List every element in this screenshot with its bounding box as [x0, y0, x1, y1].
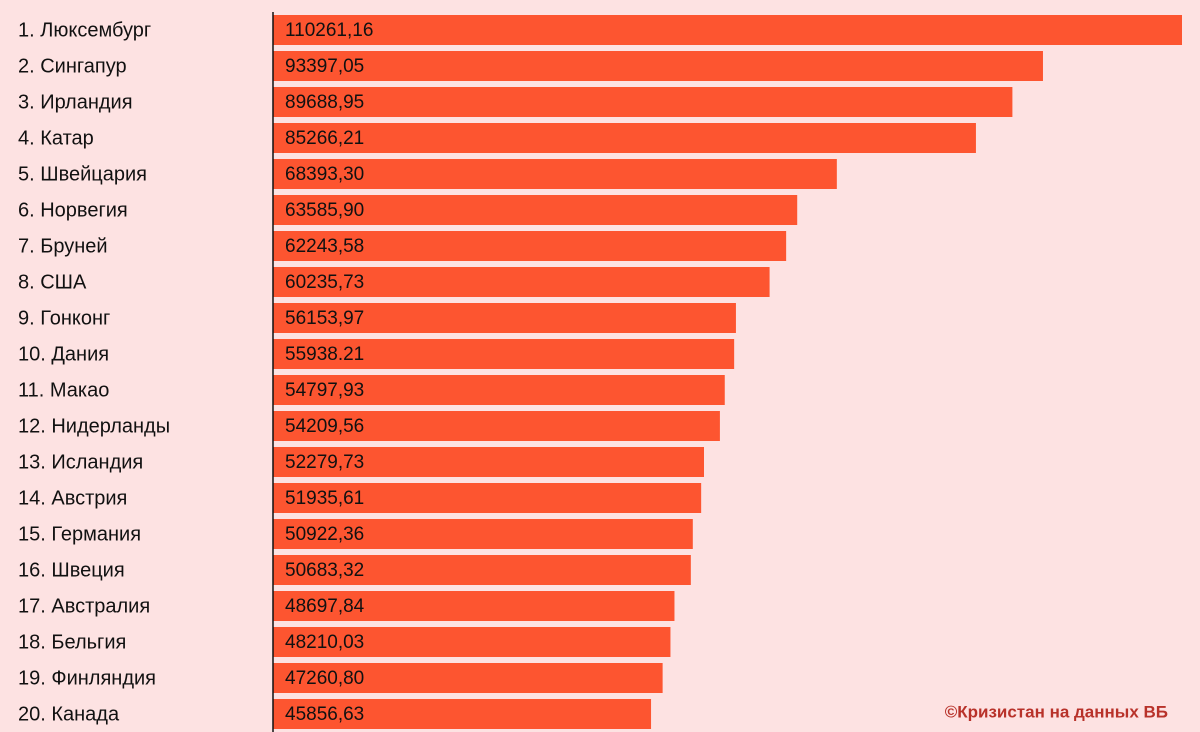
value-label: 56153,97	[285, 308, 364, 329]
value-label: 63585,90	[285, 200, 364, 221]
category-label: 12. Нидерланды	[18, 415, 170, 437]
value-label: 50922,36	[285, 524, 364, 545]
value-label: 54209,56	[285, 416, 364, 437]
bar	[273, 447, 704, 477]
category-label: 16. Швеция	[18, 559, 125, 581]
category-label: 18. Бельгия	[18, 631, 126, 653]
value-label: 85266,21	[285, 128, 364, 149]
bar	[273, 375, 725, 405]
bar	[273, 339, 735, 369]
bar	[273, 195, 798, 225]
bar	[273, 699, 652, 729]
category-label: 15. Германия	[18, 523, 141, 545]
category-label: 8. США	[18, 271, 87, 293]
category-label: 1. Люксембург	[18, 19, 151, 41]
bar	[273, 231, 787, 261]
bar	[273, 267, 770, 297]
value-label: 47260,80	[285, 668, 364, 689]
annotation: ©Кризистан на данных ВБ	[945, 702, 1168, 721]
category-label: 9. Гонконг	[18, 307, 110, 329]
value-label: 55938.21	[285, 344, 364, 365]
bar	[273, 627, 671, 657]
category-label: 10. Дания	[18, 343, 109, 365]
category-label: 3. Ирландия	[18, 91, 133, 113]
category-label: 2. Сингапур	[18, 55, 127, 77]
bar	[273, 87, 1013, 117]
bar	[273, 591, 675, 621]
value-label: 60235,73	[285, 272, 364, 293]
category-label: 6. Норвегия	[18, 199, 128, 221]
category-label: 7. Бруней	[18, 235, 108, 257]
value-label: 54797,93	[285, 380, 364, 401]
value-label: 62243,58	[285, 236, 364, 257]
category-label: 4. Катар	[18, 127, 94, 149]
bar	[273, 123, 976, 153]
category-label: 13. Исландия	[18, 451, 143, 473]
bar	[273, 663, 663, 693]
value-label: 93397,05	[285, 56, 364, 77]
bar	[273, 483, 702, 513]
category-label: 11. Макао	[18, 379, 109, 401]
bar	[273, 159, 837, 189]
bar	[273, 411, 720, 441]
value-label: 52279,73	[285, 452, 364, 473]
value-label: 48210,03	[285, 632, 364, 653]
value-label: 68393,30	[285, 164, 364, 185]
value-label: 51935,61	[285, 488, 364, 509]
value-label: 89688,95	[285, 92, 364, 113]
value-label: 50683,32	[285, 560, 364, 581]
category-label: 20. Канада	[18, 703, 120, 725]
category-label: 14. Австрия	[18, 487, 127, 509]
value-label: 45856,63	[285, 704, 364, 725]
category-label: 17. Австралия	[18, 595, 150, 617]
bar	[273, 15, 1182, 45]
category-label: 19. Финляндия	[18, 667, 156, 689]
bar	[273, 519, 693, 549]
bar	[273, 303, 736, 333]
category-label: 5. Швейцария	[18, 163, 147, 185]
bar	[273, 555, 691, 585]
bar	[273, 51, 1043, 81]
value-label: 48697,84	[285, 596, 365, 617]
value-label: 110261,16	[285, 20, 373, 41]
